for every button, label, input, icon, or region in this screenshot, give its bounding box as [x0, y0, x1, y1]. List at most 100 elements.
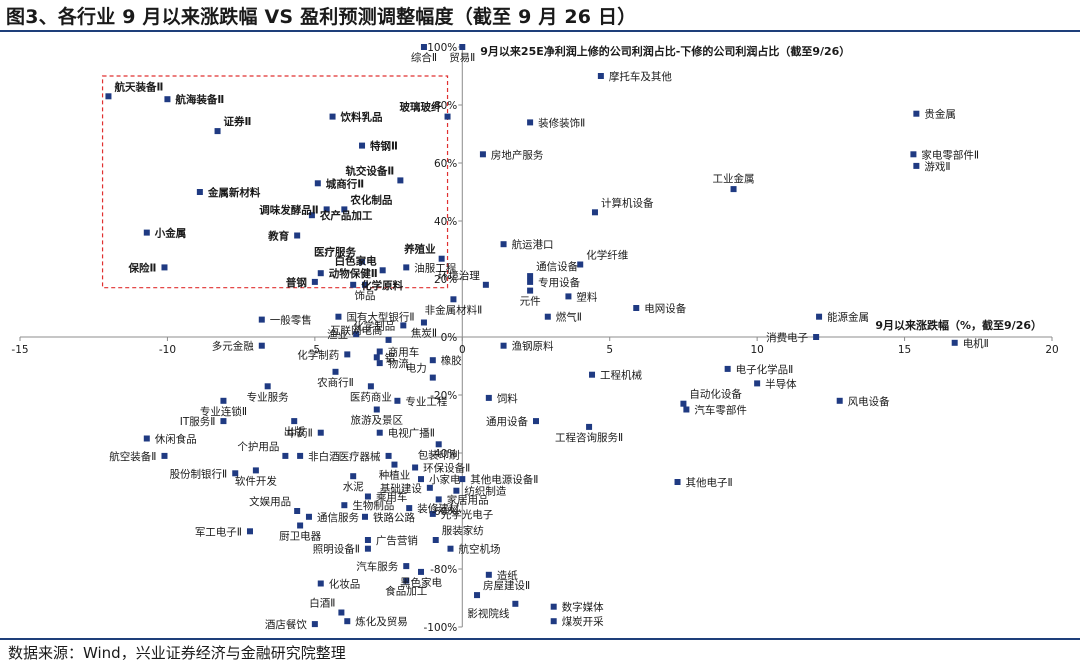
- title-rule: [0, 30, 1080, 32]
- data-point: [435, 441, 442, 448]
- data-point: [403, 577, 410, 584]
- data-label: 股份制银行Ⅱ: [170, 467, 228, 480]
- data-label: 厨卫电器: [279, 530, 321, 543]
- data-label: 物流: [388, 357, 409, 370]
- data-label: 自动化设备: [689, 388, 742, 401]
- y-tick-label: 100%: [427, 42, 457, 54]
- data-point: [161, 264, 168, 271]
- data-label: 影视院线: [467, 607, 509, 620]
- data-label: 计算机设备: [601, 196, 654, 209]
- data-label: 航空机场: [458, 543, 500, 556]
- data-point: [550, 618, 557, 625]
- data-point: [438, 255, 445, 262]
- data-label: 农化制品: [349, 193, 392, 206]
- data-label: 生物制品: [352, 499, 394, 512]
- y-tick-label: -60%: [430, 506, 457, 518]
- data-point: [724, 365, 731, 372]
- data-label: 商用车: [388, 346, 420, 359]
- data-point: [397, 177, 404, 184]
- data-point: [453, 487, 460, 494]
- data-label: 焦炭Ⅱ: [411, 327, 437, 340]
- data-label: 多元金融: [212, 340, 254, 353]
- data-label: 化妆品: [329, 578, 361, 591]
- data-label: 光学光电子: [441, 508, 494, 521]
- data-point: [500, 241, 507, 248]
- data-label: 电视广播Ⅱ: [388, 427, 435, 440]
- data-label: 装修装饰Ⅱ: [538, 116, 585, 129]
- data-label: 专业工程: [405, 395, 447, 408]
- scatter-chart: -15 -10 -5 0 5 10 15 20 -100% -80% -60% -40% -20% 0%…: [11, 42, 1058, 634]
- data-point: [323, 206, 330, 213]
- data-label: 休闲食品: [155, 433, 197, 446]
- data-label: 个护用品: [237, 440, 279, 453]
- data-label: 城商行Ⅱ: [326, 177, 364, 190]
- data-point: [533, 418, 539, 425]
- x-tick-label: 0: [459, 344, 466, 356]
- data-label: 乘用车: [376, 491, 408, 504]
- data-point: [297, 522, 304, 529]
- data-label: 一般零售: [270, 314, 312, 327]
- data-point: [364, 493, 371, 500]
- data-label: 橡胶: [441, 354, 462, 367]
- data-label: 软件开发: [235, 474, 277, 487]
- data-label: 通信设备: [536, 260, 578, 273]
- data-label: 航天装备Ⅱ: [114, 80, 163, 93]
- y-tick-label: -40%: [430, 448, 457, 460]
- data-point: [353, 331, 360, 338]
- data-point: [373, 406, 380, 413]
- data-point: [258, 342, 265, 349]
- data-label: 白酒Ⅱ: [309, 597, 335, 610]
- data-point: [420, 319, 427, 326]
- data-point: [813, 334, 820, 340]
- data-point: [364, 545, 371, 552]
- data-point: [379, 267, 386, 274]
- x-tick-label: 20: [1045, 344, 1058, 356]
- data-label: 燃气Ⅱ: [556, 311, 582, 324]
- data-label: 航运港口: [512, 238, 554, 251]
- data-label: 互联网电商: [330, 324, 383, 337]
- data-label: 饮料乳品: [340, 111, 383, 124]
- data-label: 中药Ⅱ: [287, 427, 313, 440]
- data-label: 出版: [284, 425, 305, 438]
- data-label: 非金属材料Ⅱ: [425, 303, 483, 316]
- data-point: [459, 476, 466, 483]
- data-label: 汽车服务: [356, 560, 398, 573]
- data-label: 基础建设: [380, 482, 422, 495]
- data-point: [444, 113, 451, 120]
- data-point: [361, 513, 368, 520]
- data-point: [196, 189, 203, 195]
- data-point: [314, 180, 321, 187]
- data-point: [597, 73, 604, 79]
- data-label: 航海装备Ⅱ: [175, 93, 224, 106]
- data-point: [527, 119, 534, 126]
- data-label: 食品加工: [385, 585, 427, 598]
- x-tick-label: 15: [898, 344, 911, 356]
- data-point: [385, 336, 392, 343]
- data-point: [317, 429, 324, 436]
- data-label: 渔钢原料: [512, 340, 554, 353]
- data-label: 电力: [406, 362, 427, 375]
- data-label: 通信服务: [317, 511, 359, 524]
- data-point: [376, 348, 383, 355]
- data-point: [474, 592, 481, 599]
- data-point: [527, 287, 534, 294]
- data-label: 半导体: [765, 377, 797, 390]
- data-point: [485, 394, 492, 401]
- data-label: 医药商业: [350, 390, 392, 403]
- data-point: [143, 435, 150, 442]
- y-tick-label: 60%: [434, 158, 457, 170]
- data-point: [317, 580, 324, 587]
- data-label: 金属新材料: [207, 186, 261, 199]
- data-label: 油服工程: [414, 261, 456, 274]
- data-point: [633, 305, 640, 311]
- y-tick-label: 20%: [434, 274, 457, 286]
- data-label: 房地产服务: [491, 148, 544, 161]
- data-point: [335, 313, 342, 320]
- data-label: 房屋建设Ⅱ: [483, 579, 530, 592]
- data-label: 风电设备: [848, 395, 890, 408]
- data-point: [485, 571, 492, 578]
- data-point: [951, 339, 958, 346]
- y-axis-title: 9月以来25E净利润上修的公司利润占比-下修的公司利润占比（截至9/26）: [480, 44, 850, 58]
- data-label: 煤炭开采: [562, 615, 604, 628]
- data-label: 家电零部件Ⅱ: [921, 148, 979, 161]
